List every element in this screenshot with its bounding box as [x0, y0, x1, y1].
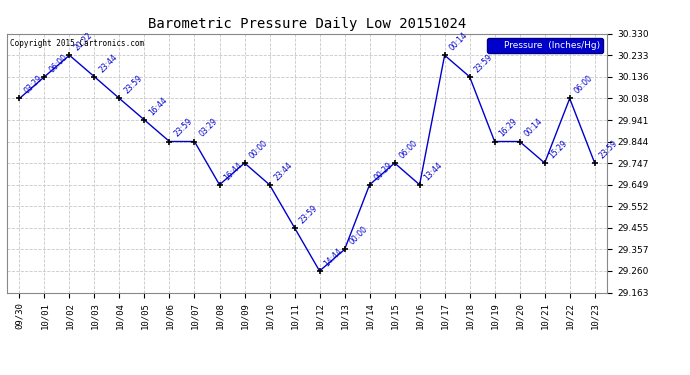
- Text: 03:29: 03:29: [22, 74, 44, 96]
- Text: 06:00: 06:00: [47, 52, 69, 74]
- Text: 14:44: 14:44: [322, 246, 344, 268]
- Text: 15:29: 15:29: [547, 138, 569, 160]
- Legend: Pressure  (Inches/Hg): Pressure (Inches/Hg): [486, 38, 602, 53]
- Text: 23:44: 23:44: [273, 160, 294, 182]
- Text: 23:59: 23:59: [297, 203, 319, 225]
- Text: 16:44: 16:44: [147, 95, 169, 117]
- Text: 06:00: 06:00: [573, 74, 594, 96]
- Text: 00:00: 00:00: [347, 225, 369, 247]
- Text: 16:29: 16:29: [497, 117, 519, 139]
- Title: Barometric Pressure Daily Low 20151024: Barometric Pressure Daily Low 20151024: [148, 17, 466, 31]
- Text: Copyright 2015 Cartronics.com: Copyright 2015 Cartronics.com: [10, 39, 144, 48]
- Text: 06:00: 06:00: [397, 138, 420, 160]
- Text: 00:29: 00:29: [373, 160, 394, 182]
- Text: 00:14: 00:14: [447, 31, 469, 52]
- Text: 23:59: 23:59: [473, 52, 494, 74]
- Text: 03:29: 03:29: [197, 117, 219, 139]
- Text: 13:44: 13:44: [422, 160, 444, 182]
- Text: 23:59: 23:59: [122, 74, 144, 96]
- Text: 20:22: 20:22: [72, 31, 94, 52]
- Text: 16:44: 16:44: [222, 160, 244, 182]
- Text: 00:00: 00:00: [247, 138, 269, 160]
- Text: 23:44: 23:44: [97, 52, 119, 74]
- Text: 00:14: 00:14: [522, 117, 544, 139]
- Text: 23:59: 23:59: [172, 117, 194, 139]
- Text: 23:59: 23:59: [598, 138, 620, 160]
